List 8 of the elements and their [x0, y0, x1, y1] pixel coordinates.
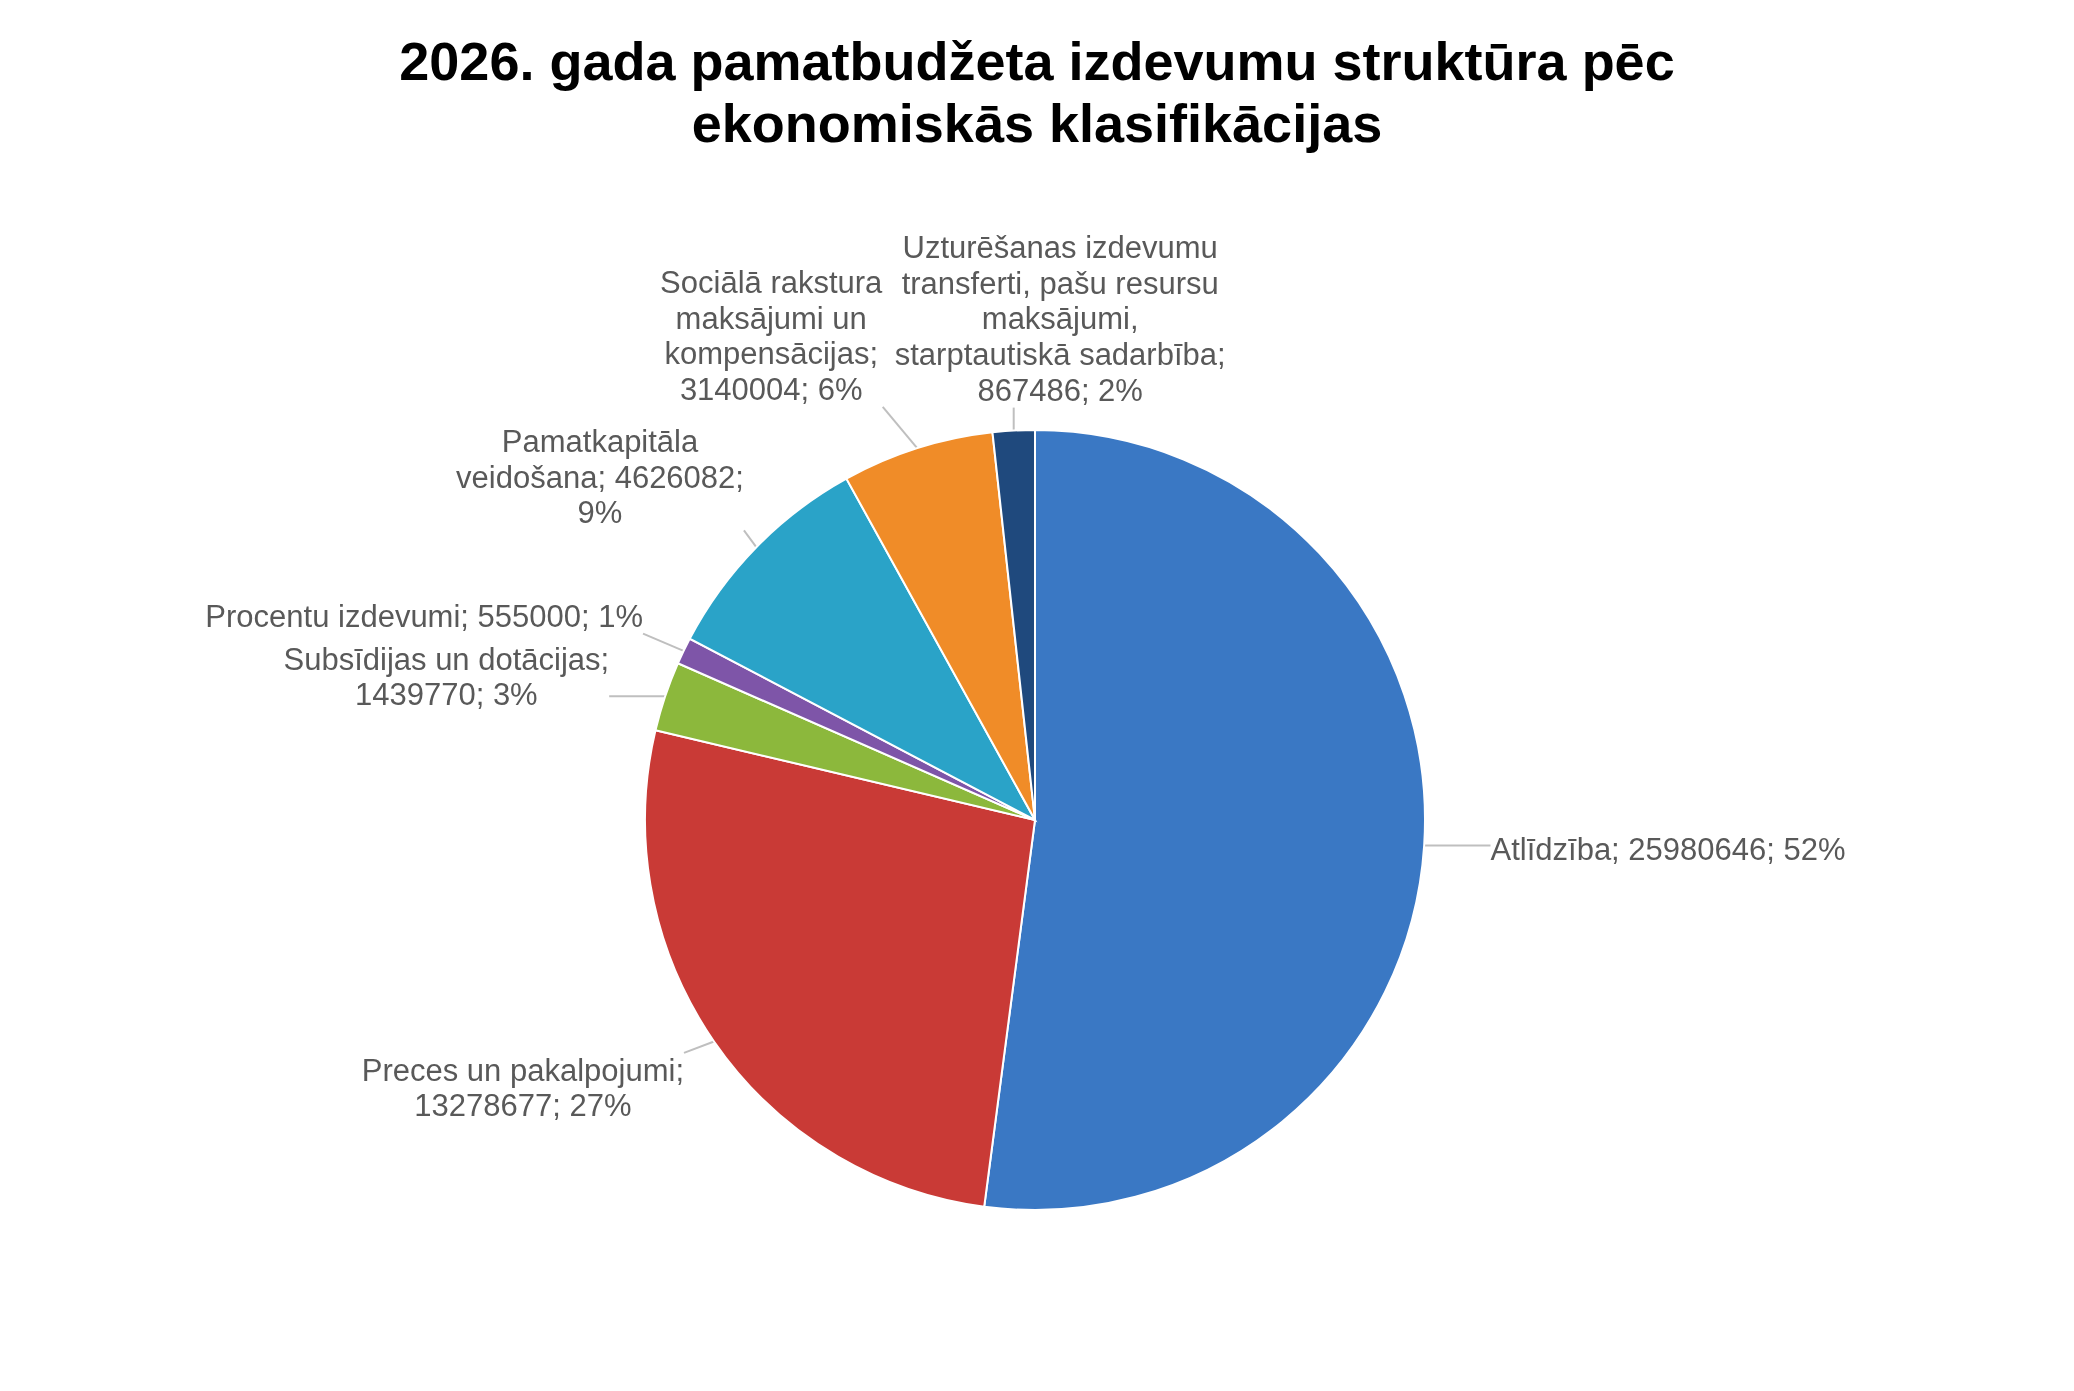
slice-label: Procentu izdevumi; 555000; 1% [205, 598, 644, 634]
slice-label: Subsīdijas un dotācijas; 1439770; 3% [283, 641, 610, 713]
slice-label: Uzturēšanas izdevumu transferti, pašu resursu maksājumi, starptautiskā sadarbība; 867486; 2% [894, 230, 1226, 408]
slice-label: Atlīdzība; 25980646; 52% [1490, 832, 1846, 868]
chart-title: 2026. gada pamatbudžeta izdevumu struktūra pēc ekonomiskās klasifikācijas [399, 31, 1675, 154]
slice-label: Preces un pakalpojumi; 13278677; 27% [361, 1052, 684, 1124]
slice-label: Sociālā rakstura maksājumi un kompensācijas; 3140004; 6% [660, 264, 884, 407]
slice-label: Pamatkapitāla veidošana; 4626082; 9% [456, 424, 744, 531]
